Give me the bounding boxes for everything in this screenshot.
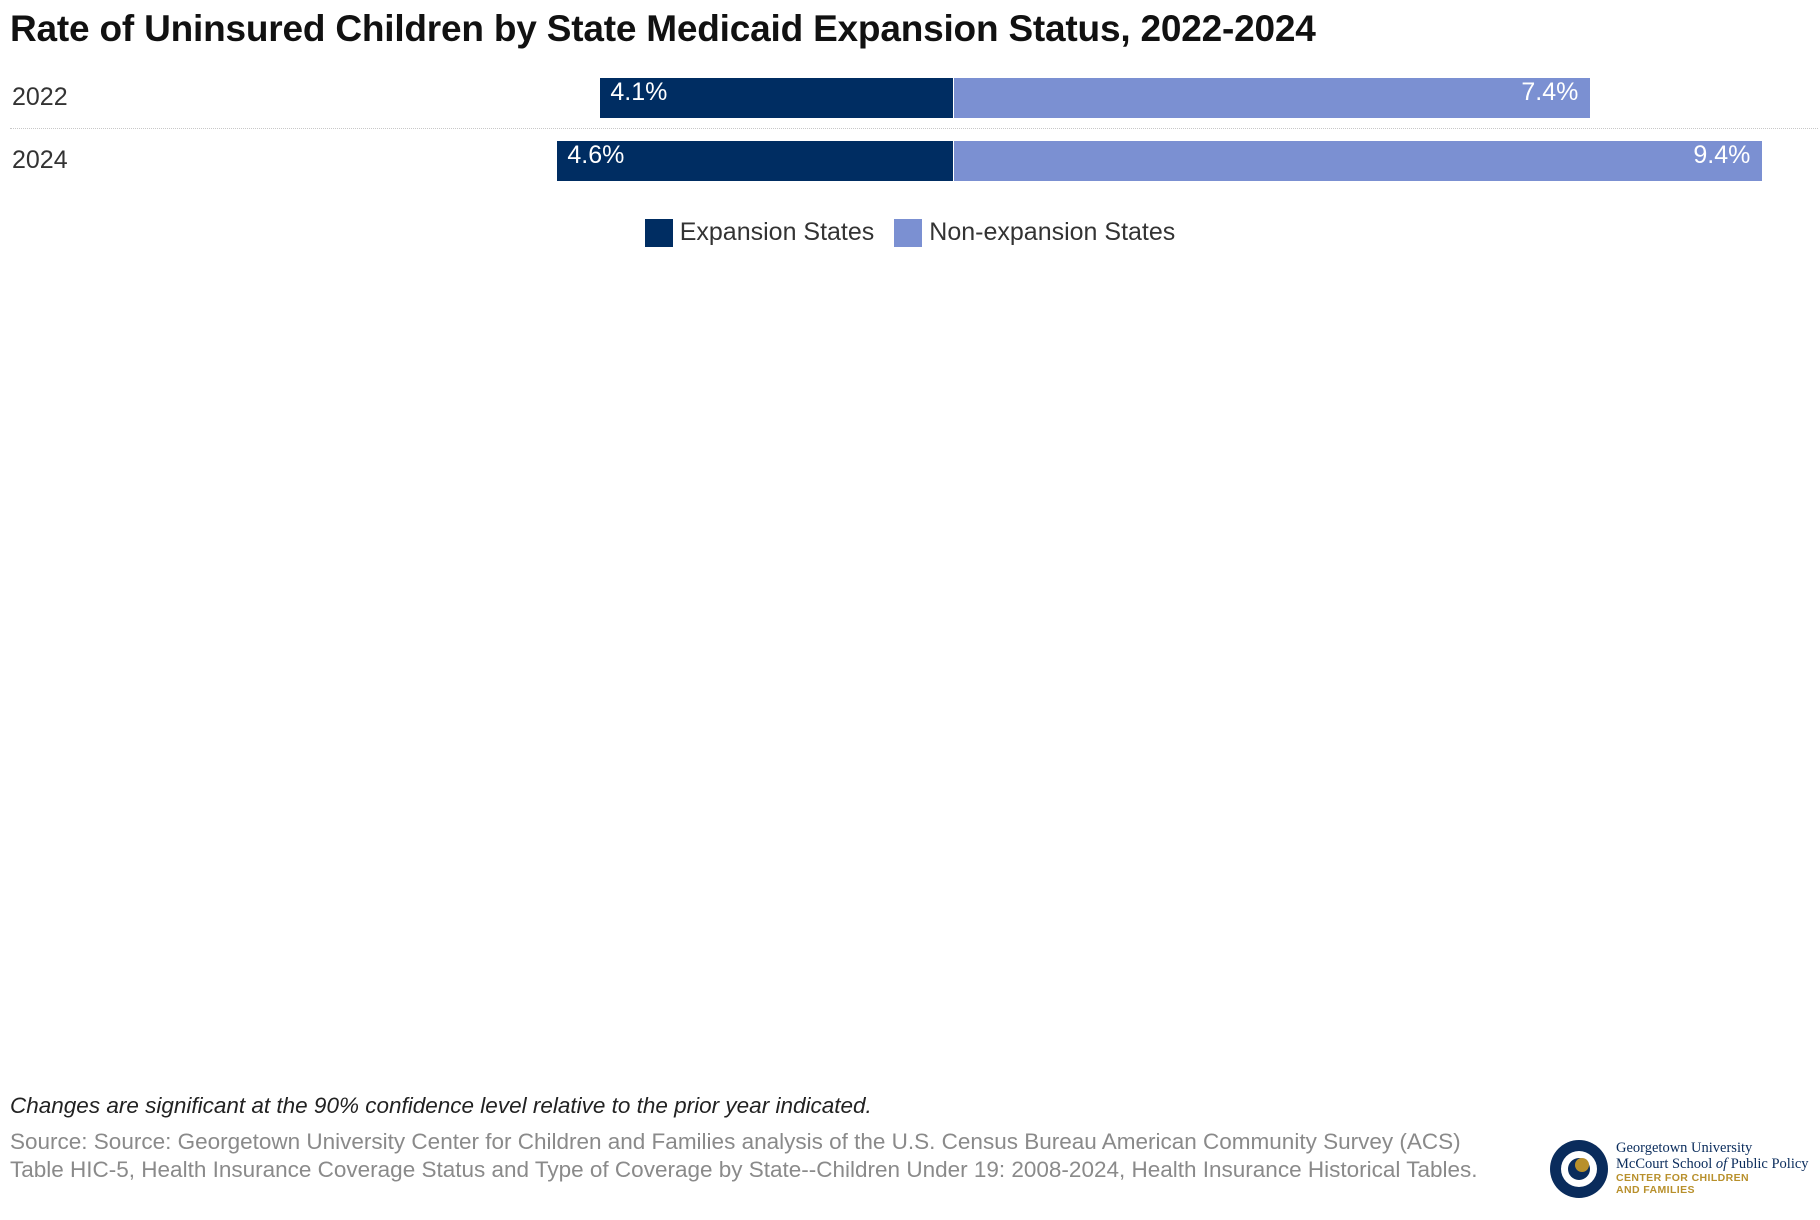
logo-center-line2: AND FAMILIES [1616, 1184, 1695, 1196]
logo-school: McCourt School of Public Policy [1616, 1156, 1809, 1172]
value-label-expansion-2022: 4.1% [610, 78, 668, 106]
row-label-2024: 2024 [12, 146, 68, 174]
value-label-non-expansion-2022: 7.4% [1521, 78, 1579, 106]
bar-chart: 2022 4.1% 7.4% 2024 4.6% 9.4% [0, 70, 1820, 200]
significance-note: Changes are significant at the 90% confi… [10, 1093, 872, 1118]
logo-university: Georgetown University [1616, 1140, 1753, 1156]
bar-expansion-2024 [557, 141, 953, 181]
chart-title: Rate of Uninsured Children by State Medi… [10, 8, 1316, 49]
row-label-2022: 2022 [12, 83, 68, 111]
logo-seal-icon [1550, 1140, 1608, 1198]
legend-label: Non-expansion States [929, 218, 1176, 246]
georgetown-logo: Georgetown University McCourt School of … [1548, 1135, 1814, 1203]
value-label-non-expansion-2024: 9.4% [1693, 141, 1751, 169]
row-separator [10, 128, 1818, 129]
legend-item-non-expansion: Non-expansion States [894, 218, 1175, 247]
bar-expansion-2022 [600, 78, 953, 118]
logo-center-line1: CENTER FOR CHILDREN [1616, 1172, 1750, 1184]
bar-non-expansion-2024 [954, 141, 1763, 181]
legend-label: Expansion States [679, 218, 875, 246]
chart-legend: Expansion States Non-expansion States [0, 218, 1820, 247]
legend-swatch [894, 218, 923, 247]
value-label-expansion-2024: 4.6% [567, 141, 625, 169]
bar-non-expansion-2022 [954, 78, 1591, 118]
legend-swatch [644, 218, 673, 247]
source-note: Source: Source: Georgetown University Ce… [10, 1129, 1478, 1182]
legend-item-expansion: Expansion States [644, 218, 875, 247]
